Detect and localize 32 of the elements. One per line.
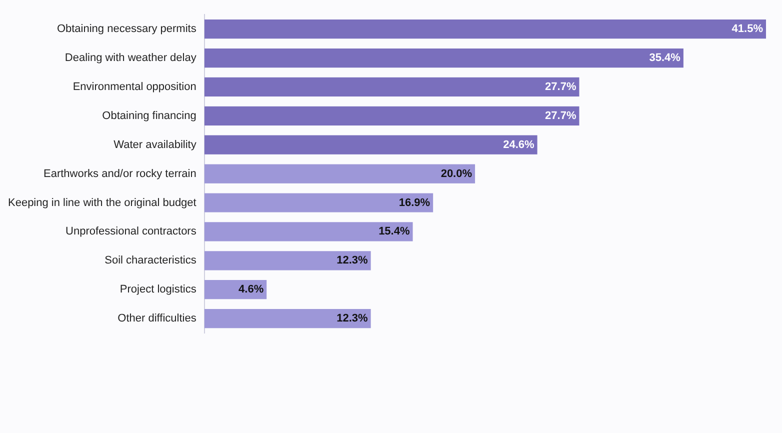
- y-tick-label: Obtaining necessary permits: [56, 23, 197, 36]
- bar: [204, 48, 684, 68]
- y-tick-label: Project logistics: [120, 284, 197, 296]
- data-label: 27.7%: [545, 110, 576, 122]
- data-label: 24.6%: [503, 138, 534, 151]
- bar: [204, 251, 371, 270]
- data-label: 41.5%: [732, 23, 764, 36]
- y-tick-label: Soil characteristics: [104, 254, 197, 267]
- data-label: 4.6%: [238, 284, 264, 296]
- data-label: 16.9%: [398, 196, 430, 209]
- data-label: 15.4%: [378, 226, 410, 238]
- bar: [204, 193, 434, 212]
- bar: [204, 164, 476, 184]
- y-tick-label: Water availability: [114, 138, 197, 151]
- data-label: 35.4%: [649, 52, 681, 64]
- data-label: 27.7%: [545, 80, 576, 93]
- y-tick-label: Earthworks and/or rocky terrain: [44, 168, 196, 180]
- y-tick-label: Obtaining financing: [102, 110, 196, 122]
- bar: [204, 77, 580, 97]
- bar: [204, 135, 538, 154]
- bar: [204, 20, 766, 39]
- y-tick-label: Other difficulties: [118, 312, 197, 325]
- y-tick-label: Unprofessional contractors: [66, 226, 197, 238]
- data-label: 20.0%: [440, 168, 472, 180]
- bar: [204, 222, 413, 242]
- y-tick-label: Keeping in line with the original budget: [8, 196, 196, 209]
- data-label: 12.3%: [336, 312, 368, 325]
- y-tick-label: Dealing with weather delay: [64, 52, 197, 64]
- bar: [204, 308, 371, 328]
- bar: [204, 106, 580, 126]
- y-tick-label: Environmental opposition: [72, 80, 196, 93]
- data-label: 12.3%: [336, 254, 368, 267]
